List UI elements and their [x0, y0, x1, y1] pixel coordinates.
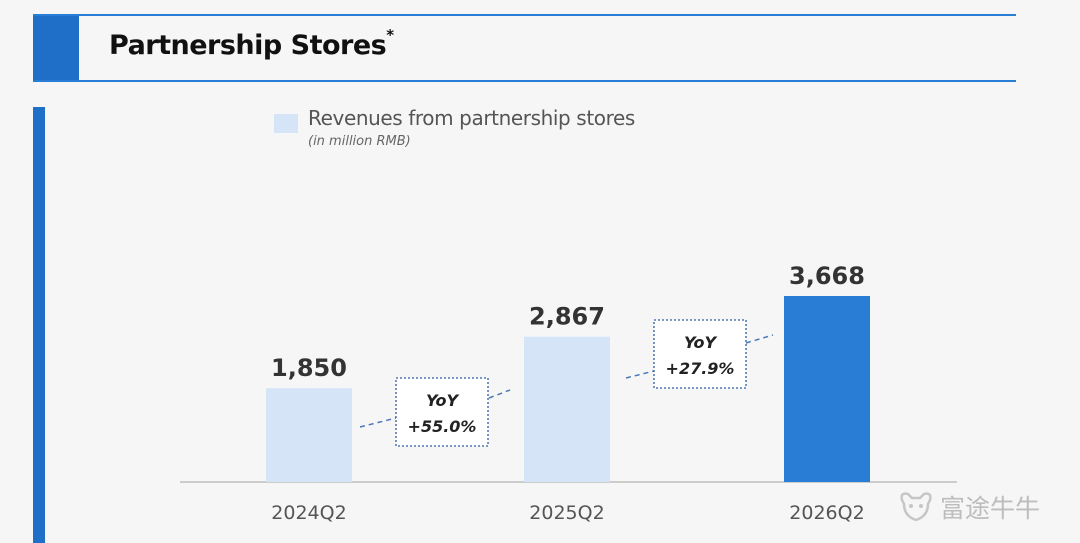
title-footnote-mark: *	[386, 26, 394, 44]
yoy-box-1	[395, 377, 489, 447]
value-label-2024Q2: 1,850	[271, 354, 347, 382]
legend-unit: (in million RMB)	[308, 134, 411, 149]
x-tick-label-2025Q2: 2025Q2	[529, 502, 604, 524]
x-tick-label-2024Q2: 2024Q2	[271, 502, 346, 524]
yoy-trend-line-right-2	[745, 334, 774, 344]
yoy-value-2: +27.9%	[666, 359, 735, 378]
left-accent-rule	[33, 107, 45, 543]
title-accent-bar	[33, 16, 79, 80]
bull-logo-icon	[900, 492, 932, 522]
bar-2025Q2	[524, 336, 610, 482]
x-tick-label-2026Q2: 2026Q2	[789, 502, 864, 524]
page-title: Partnership Stores*	[109, 26, 394, 61]
bar-2026Q2	[784, 296, 870, 482]
yoy-label-1: YoY	[426, 391, 460, 410]
yoy-trend-line-left-1	[359, 417, 397, 428]
yoy-label-2: YoY	[684, 333, 718, 352]
yoy-value-1: +55.0%	[408, 417, 477, 436]
title-band: Partnership Stores*	[33, 14, 1016, 82]
value-label-2025Q2: 2,867	[529, 303, 605, 331]
legend-swatch	[274, 114, 298, 133]
page-title-text: Partnership Stores	[109, 30, 387, 61]
value-label-2026Q2: 3,668	[789, 262, 865, 290]
yoy-box-2	[653, 319, 747, 389]
yoy-trend-line-right-1	[488, 389, 511, 399]
yoy-trend-line-left-2	[625, 370, 655, 379]
watermark: 富途牛牛	[898, 487, 1040, 527]
bar-2024Q2	[266, 388, 352, 482]
legend-label: Revenues from partnership stores	[308, 106, 635, 130]
watermark-text: 富途牛牛	[940, 494, 1041, 523]
